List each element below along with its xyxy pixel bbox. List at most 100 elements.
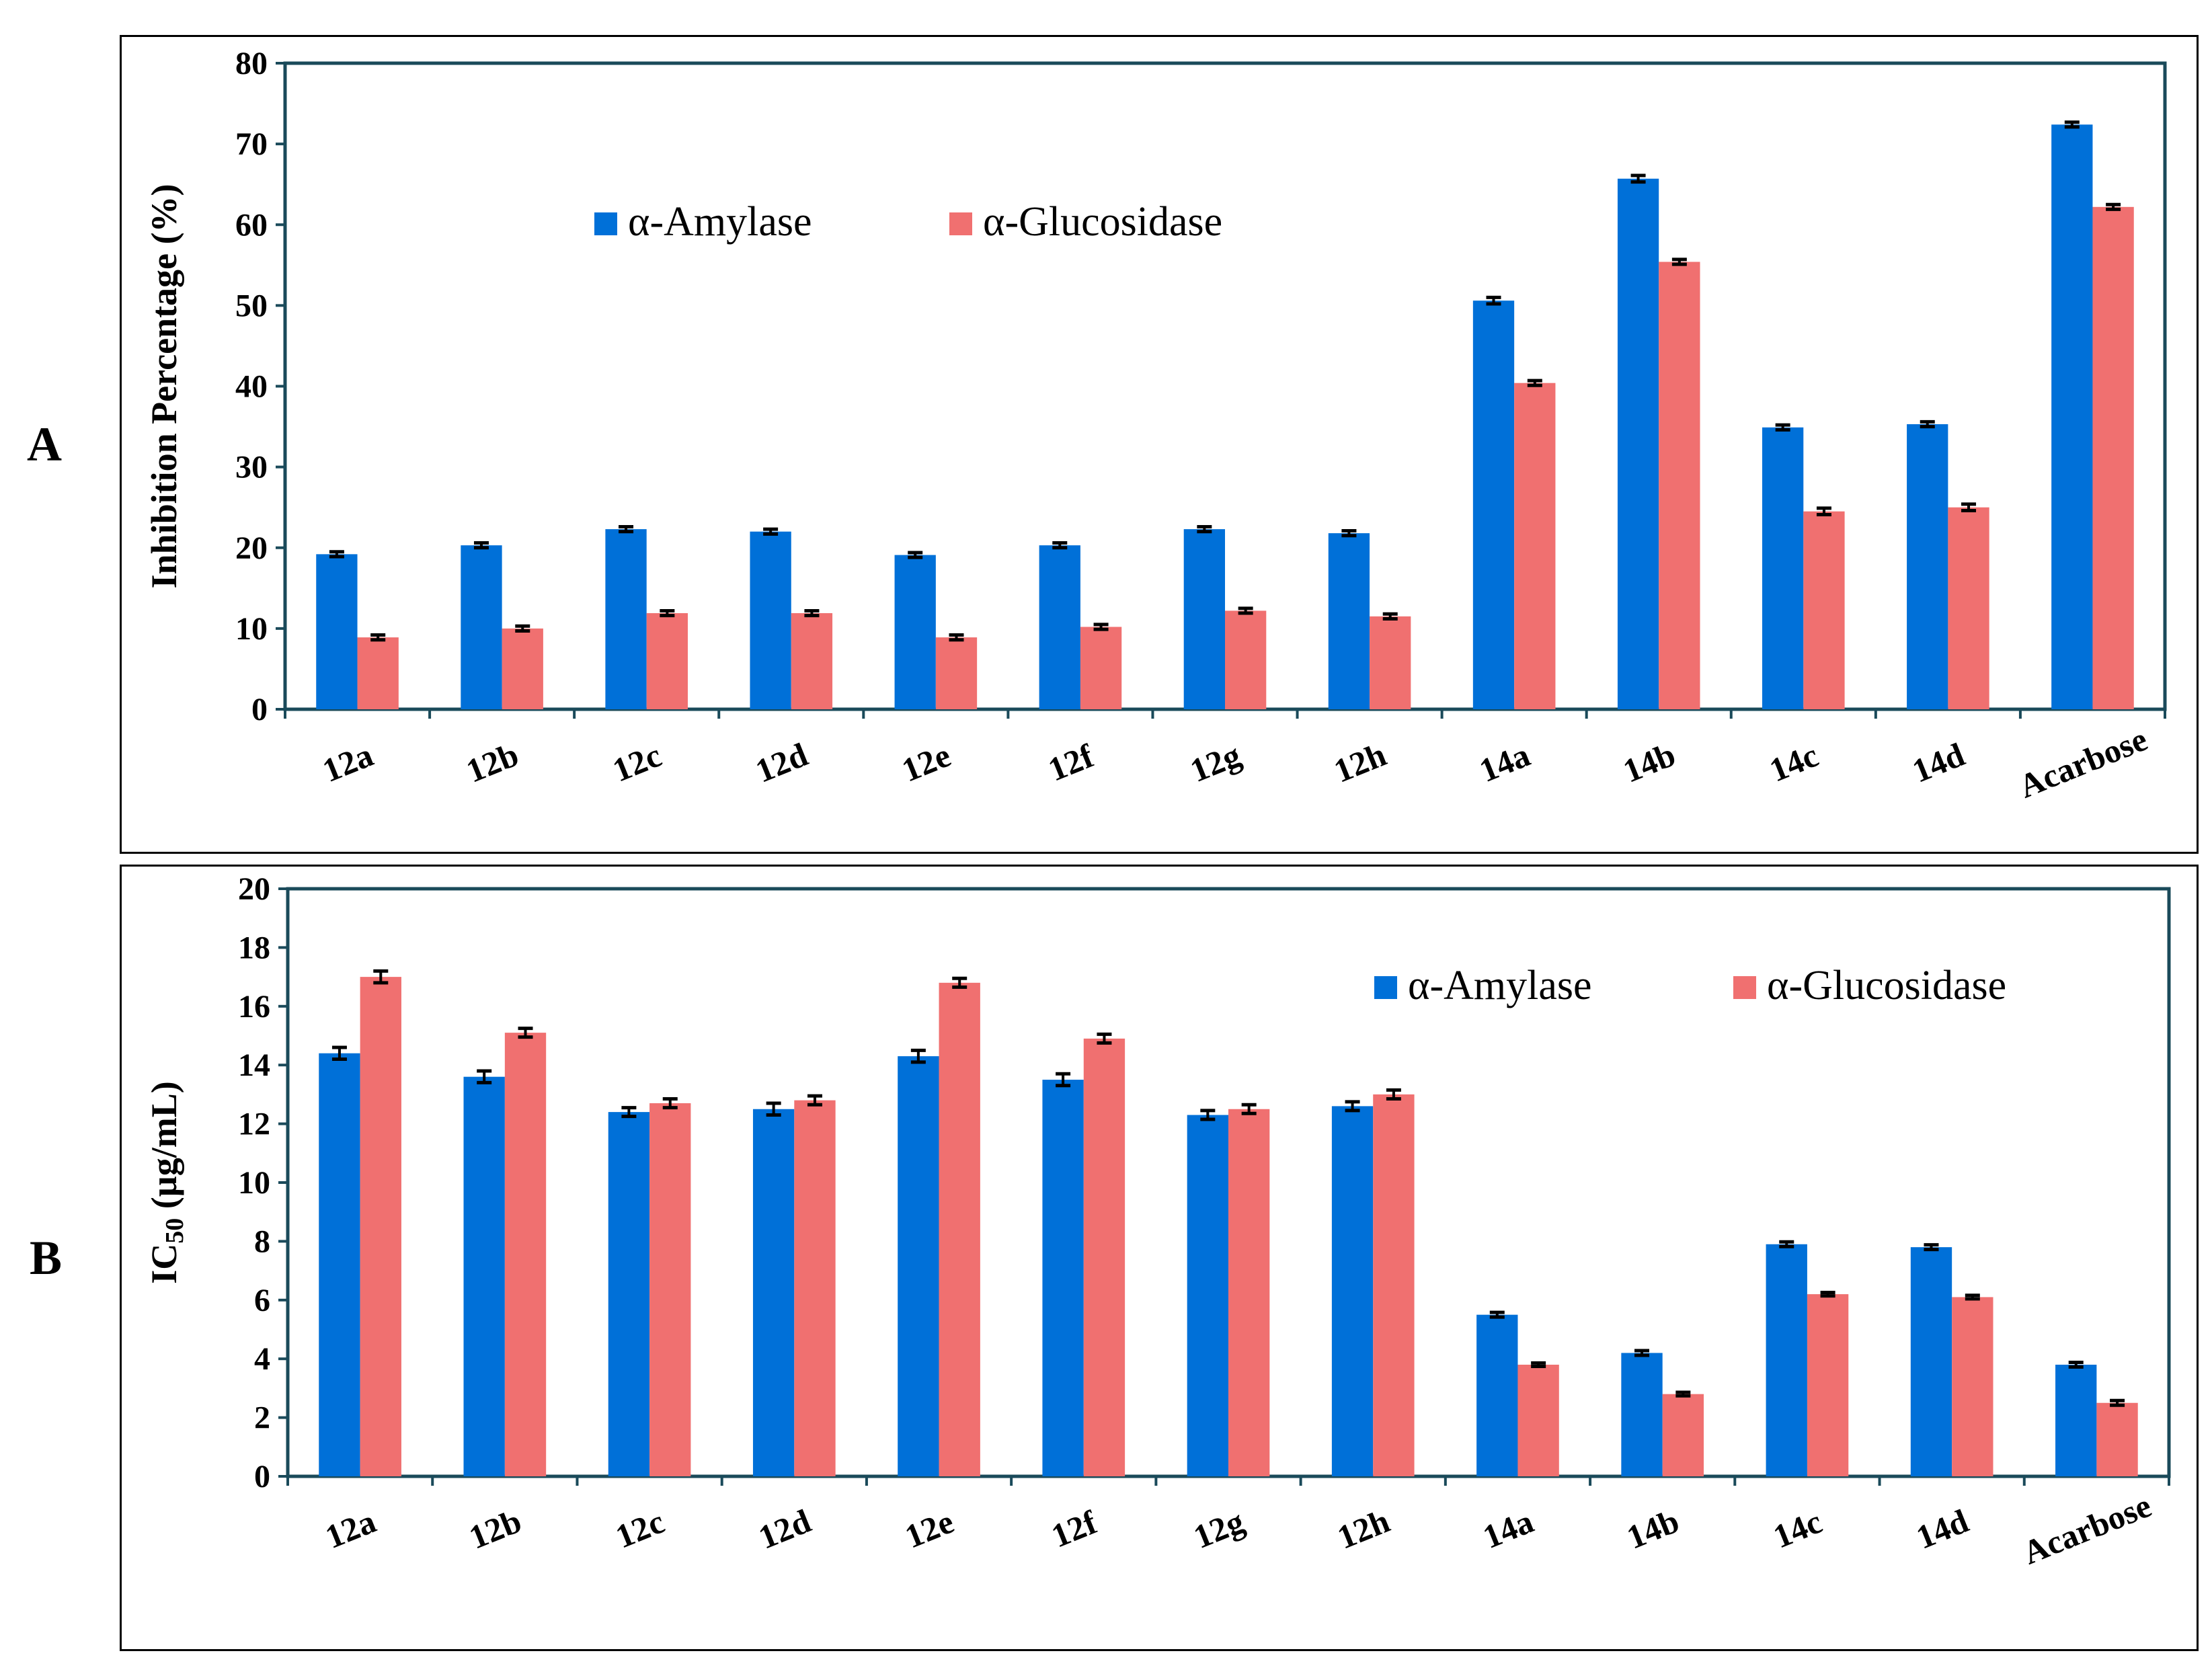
panel-a-label: A — [27, 417, 62, 471]
x-category-label: 12f — [1043, 736, 1099, 788]
bar-glucosidase — [791, 613, 833, 709]
bar-amylase — [2051, 124, 2093, 710]
bar-amylase — [1476, 1314, 1518, 1476]
bar-amylase — [1187, 1115, 1228, 1476]
bar-amylase — [1766, 1244, 1807, 1476]
x-category-label: 14d — [1907, 735, 1969, 790]
x-category-label: 12a — [317, 735, 379, 789]
bar-glucosidase — [2096, 1402, 2138, 1476]
y-tick-label: 6 — [254, 1283, 270, 1318]
y-axis-title: IC50 (µg/mL) — [144, 1081, 189, 1284]
legend-swatch-glucosidase — [1733, 976, 1756, 999]
bar-amylase — [463, 1076, 505, 1476]
bar-amylase — [1328, 533, 1370, 709]
bar-glucosidase — [360, 977, 401, 1476]
x-category-label: 12d — [753, 1502, 816, 1556]
x-category-label: 14a — [1474, 735, 1536, 789]
bar-glucosidase — [1080, 627, 1122, 709]
y-tick-label: 10 — [238, 1165, 270, 1201]
bar-amylase — [461, 545, 502, 709]
chart-b: 0 2 4 6 8 10 12 14 16 18 20 12a 12b 12c 12d 12e 12f 12g 12… — [144, 871, 2171, 1572]
x-category-label: 14c — [1764, 736, 1823, 789]
y-tick-label: 20 — [235, 530, 268, 566]
bar-amylase — [752, 1109, 795, 1476]
bar-amylase — [2055, 1364, 2097, 1476]
bar-amylase — [750, 531, 791, 709]
bar-amylase — [894, 555, 936, 709]
bar-amylase — [1621, 1353, 1663, 1476]
y-axis-title: Inhibition Percentage (%) — [144, 184, 184, 589]
y-tick-label: 50 — [235, 288, 268, 323]
y-tick-label: 30 — [235, 450, 268, 485]
bar-amylase — [1910, 1247, 1952, 1476]
bar-amylase — [1617, 178, 1659, 709]
x-category-label: 14a — [1478, 1502, 1539, 1556]
y-tick-label: 10 — [235, 611, 268, 647]
bar-amylase — [1042, 1080, 1084, 1476]
y-tick-label: 4 — [254, 1341, 270, 1377]
bar-glucosidase — [1807, 1294, 1849, 1476]
bar-glucosidase — [1952, 1297, 1993, 1476]
bar-amylase — [605, 529, 647, 709]
bar-glucosidase — [794, 1100, 836, 1476]
bar-glucosidase — [646, 613, 688, 709]
bar-amylase — [319, 1053, 360, 1476]
bar-amylase — [1183, 529, 1225, 709]
legend-swatch-amylase — [1374, 976, 1397, 999]
bar-glucosidase — [1948, 507, 1989, 709]
y-tick-label: 40 — [235, 369, 268, 405]
bar-amylase — [316, 554, 358, 709]
y-tick-label: 14 — [238, 1047, 270, 1083]
bar-glucosidase — [504, 1033, 547, 1476]
bar-glucosidase — [939, 982, 980, 1476]
legend-label: α-Amylase — [1408, 963, 1592, 1008]
bar-glucosidase — [1225, 610, 1267, 709]
y-tick-label: 16 — [238, 989, 270, 1025]
legend-label: α-Amylase — [628, 199, 812, 245]
x-category-label: 12a — [320, 1502, 381, 1556]
bar-glucosidase — [2092, 206, 2134, 709]
y-tick-label: 20 — [238, 871, 270, 907]
bar-glucosidase — [1083, 1038, 1125, 1476]
x-category-label: 14b — [1622, 1502, 1684, 1556]
x-category-label: 14d — [1911, 1502, 1973, 1556]
bar-glucosidase — [649, 1103, 691, 1476]
y-tick-label: 12 — [238, 1107, 270, 1142]
x-category-label: 12h — [1329, 735, 1391, 790]
x-category-label: 12f — [1046, 1503, 1103, 1554]
bar-glucosidase — [1803, 511, 1845, 709]
bar-glucosidase — [1370, 616, 1411, 709]
x-category-label: 12b — [464, 1502, 526, 1556]
bar-glucosidase — [935, 637, 978, 709]
y-tick-label: 80 — [235, 46, 268, 81]
y-tick-label: 18 — [238, 930, 270, 965]
x-category-label: Acarbose — [2018, 1486, 2156, 1572]
bar-glucosidase — [1662, 1394, 1704, 1476]
bar-glucosidase — [1373, 1094, 1415, 1476]
bar-glucosidase — [1517, 1364, 1559, 1476]
x-category-label: 12d — [750, 735, 813, 790]
bar-amylase — [1907, 424, 1948, 709]
bar-amylase — [608, 1112, 650, 1476]
y-tick-label: 8 — [254, 1224, 270, 1259]
x-category-label: 12g — [1185, 735, 1246, 789]
x-category-label: 12c — [607, 736, 666, 789]
y-tick-label: 2 — [254, 1400, 270, 1436]
x-category-label: 12g — [1188, 1502, 1249, 1556]
y-tick-label: 70 — [235, 126, 268, 162]
bar-amylase — [1762, 427, 1804, 709]
x-category-label: 12e — [900, 1503, 959, 1556]
bar-amylase — [1039, 545, 1080, 709]
panel-a-frame — [120, 35, 2199, 854]
y-tick-label: 60 — [235, 207, 268, 243]
bar-amylase — [1472, 301, 1515, 710]
bar-amylase — [1331, 1106, 1374, 1476]
bar-glucosidase — [1514, 383, 1556, 709]
y-tick-label: 0 — [254, 1459, 270, 1494]
x-category-label: 12b — [461, 735, 524, 790]
legend-label: α-Glucosidase — [1767, 963, 2006, 1008]
bar-glucosidase — [1228, 1109, 1270, 1476]
x-category-label: 12h — [1332, 1502, 1394, 1556]
x-category-label: 14c — [1768, 1503, 1827, 1556]
